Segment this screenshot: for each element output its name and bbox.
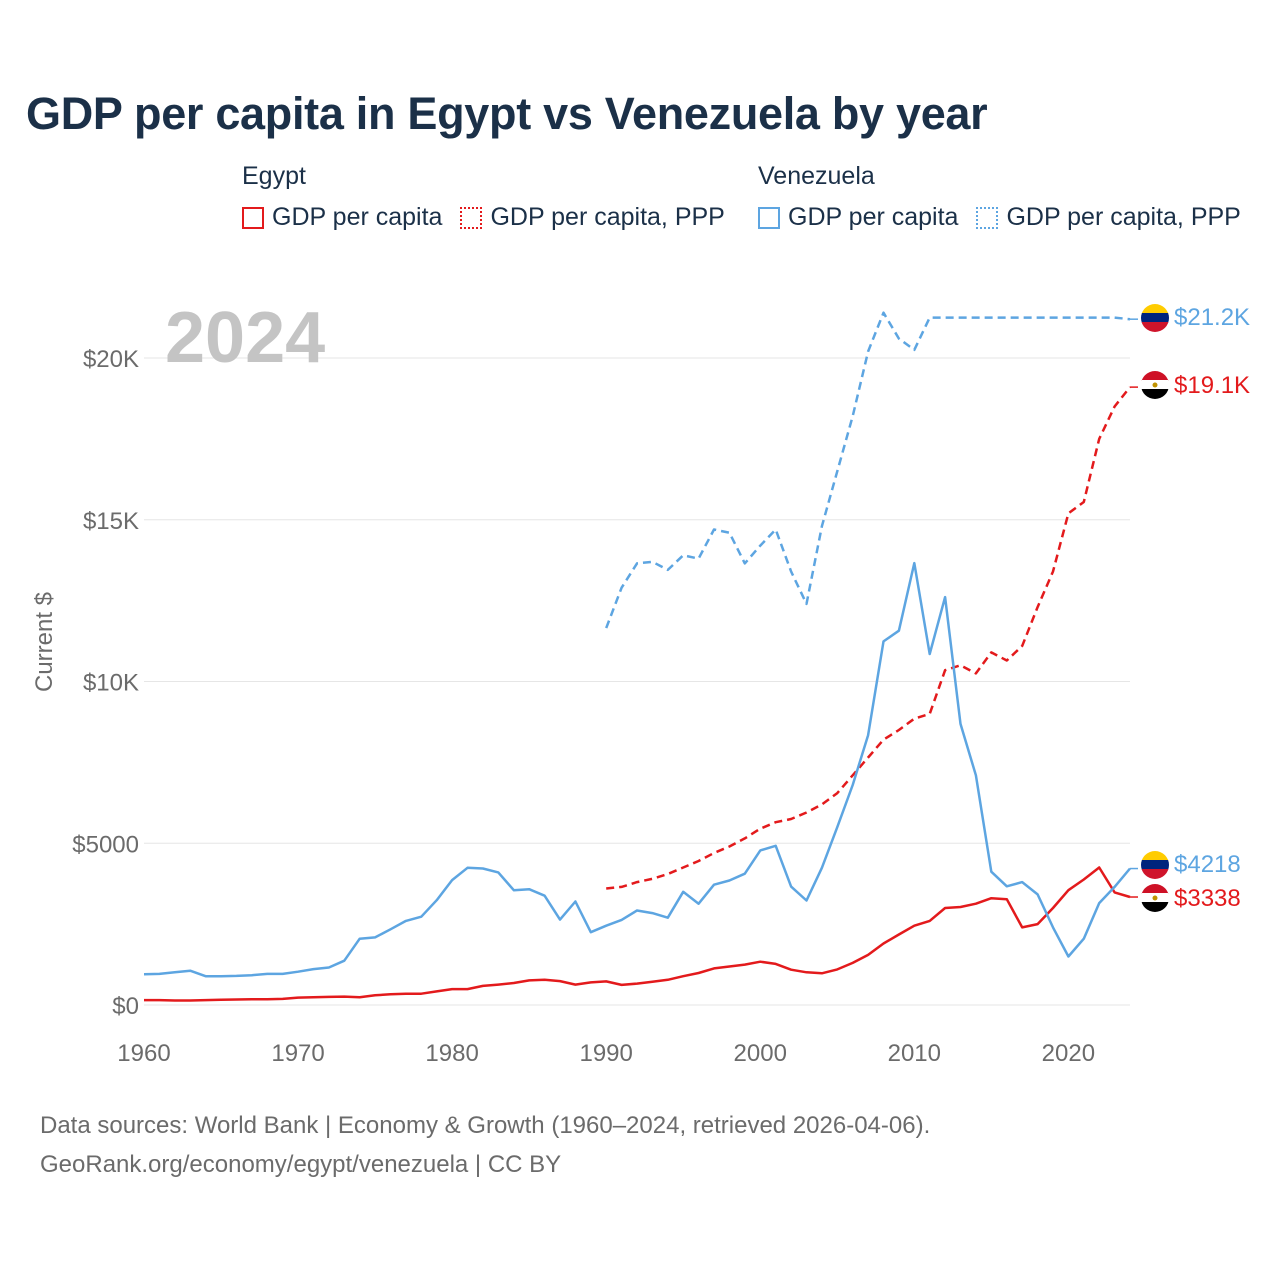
end-label-venezuela-ppp: $21.2K [1174, 304, 1250, 331]
x-tick-label: 1990 [579, 1040, 632, 1067]
legend-swatch-dotted-icon [460, 206, 483, 229]
x-tick-label: 2010 [888, 1040, 941, 1067]
footer-sources: Data sources: World Bank | Economy & Gro… [40, 1112, 931, 1139]
legend-swatch-solid-icon [758, 206, 780, 229]
y-tick-label: $20K [83, 346, 139, 373]
y-tick-label: $15K [83, 508, 139, 535]
venezuela-flag-icon [1141, 304, 1169, 332]
legend-label: GDP per capita [788, 203, 959, 231]
legend-egypt-gdp[interactable]: GDP per capita [242, 203, 442, 232]
legend-swatch-solid-icon [242, 206, 264, 229]
year-watermark: 2024 [165, 298, 325, 378]
legend-venezuela-title: Venezuela [758, 162, 875, 190]
legend-label: GDP per capita, PPP [490, 203, 725, 231]
venezuela-flag-icon [1141, 851, 1169, 879]
footer-link[interactable]: GeoRank.org/economy/egypt/venezuela | CC… [40, 1151, 562, 1178]
legend-venezuela-gdp[interactable]: GDP per capita [758, 203, 958, 232]
x-tick-label: 1980 [425, 1040, 478, 1067]
y-axis-label: Current $ [31, 592, 58, 692]
x-tick-label: 1960 [117, 1040, 170, 1067]
legend-label: GDP per capita, PPP [1006, 203, 1241, 231]
end-label-venezuela-gdp: $4218 [1174, 851, 1241, 878]
legend-swatch-dotted-icon [976, 206, 999, 229]
egypt-flag-icon [1141, 884, 1169, 912]
legend-egypt: Egypt GDP per capita GDP per capita, PPP [242, 162, 743, 232]
x-tick-label: 2020 [1042, 1040, 1095, 1067]
x-tick-label: 1970 [271, 1040, 324, 1067]
end-label-egypt-gdp: $3338 [1174, 885, 1241, 912]
end-label-egypt-ppp: $19.1K [1174, 372, 1250, 399]
legend-egypt-title: Egypt [242, 162, 306, 190]
legend-venezuela-gdp-ppp[interactable]: GDP per capita, PPP [976, 203, 1241, 232]
series-line-egypt-gdp[interactable] [144, 866, 1131, 1002]
series-line-venezuela-ppp[interactable] [605, 311, 1131, 629]
y-tick-label: $10K [83, 670, 139, 697]
legend-egypt-gdp-ppp[interactable]: GDP per capita, PPP [460, 203, 725, 232]
chart-title: GDP per capita in Egypt vs Venezuela by … [26, 88, 988, 139]
series-line-egypt-ppp[interactable] [606, 386, 1131, 890]
series-line-venezuela-gdp[interactable] [143, 561, 1131, 978]
footer: Data sources: World Bank | Economy & Gro… [40, 1106, 930, 1184]
y-tick-label: $5000 [72, 831, 139, 858]
legend-label: GDP per capita [272, 203, 443, 231]
legend-venezuela: Venezuela GDP per capita GDP per capita,… [758, 162, 1259, 232]
y-tick-label: $0 [112, 993, 139, 1020]
egypt-flag-icon [1141, 371, 1169, 399]
x-tick-label: 2000 [734, 1040, 787, 1067]
